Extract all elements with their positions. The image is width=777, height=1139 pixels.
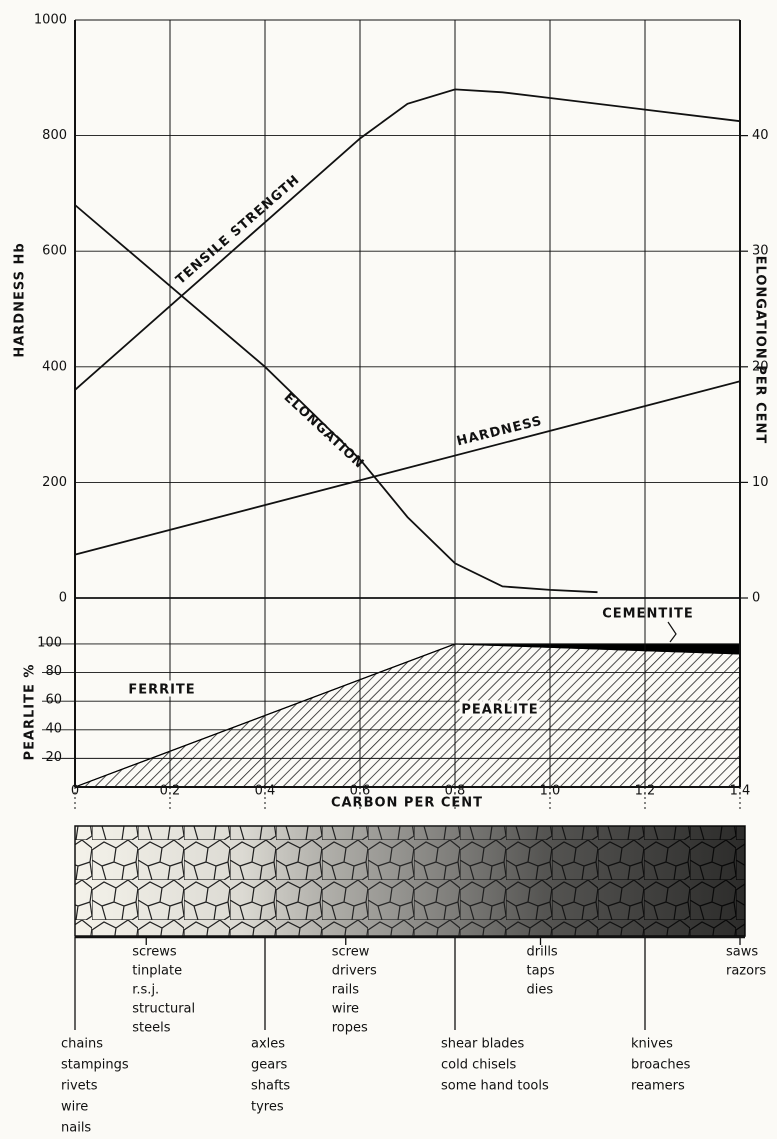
use-text: axles <box>251 1037 285 1052</box>
area-label: CEMENTITE <box>602 607 694 622</box>
y-tick-label: 40 <box>45 721 62 736</box>
use-text: ropes <box>332 1021 368 1036</box>
y-tick-label: 0 <box>59 591 67 606</box>
use-text: drivers <box>332 964 377 979</box>
use-text: rivets <box>61 1079 98 1094</box>
y2-tick-label: 20 <box>752 359 769 374</box>
use-text: rails <box>332 983 360 998</box>
use-text: knives <box>631 1037 673 1052</box>
series-line <box>75 89 740 390</box>
use-text: gears <box>251 1058 288 1073</box>
use-text: steels <box>132 1021 170 1036</box>
y2-tick-label: 10 <box>752 475 769 490</box>
use-text: screws <box>132 945 177 960</box>
y-axis-title: PEARLITE % <box>23 664 38 761</box>
x-tick-label: 0.4 <box>255 784 276 799</box>
use-text: shear blades <box>441 1037 525 1052</box>
y-tick-label: 800 <box>42 128 67 143</box>
leader-line <box>668 622 676 642</box>
annotation: FERRITE <box>128 683 195 698</box>
x-tick-label: 1.4 <box>730 784 751 799</box>
use-text: nails <box>61 1121 91 1136</box>
y-tick-label: 200 <box>42 475 67 490</box>
x-tick-label: 0.6 <box>350 784 371 799</box>
x-tick-label: 0.2 <box>160 784 181 799</box>
area <box>75 644 740 787</box>
use-text: reamers <box>631 1079 685 1094</box>
y-tick-label: 80 <box>45 664 62 679</box>
y-tick-label: 60 <box>45 693 62 708</box>
use-text: r.s.j. <box>132 983 159 998</box>
use-text: stampings <box>61 1058 129 1073</box>
use-text: chains <box>61 1037 103 1052</box>
use-text: saws <box>726 945 758 960</box>
y-tick-label: 600 <box>42 244 67 259</box>
line-label: ELONGATION <box>281 390 367 472</box>
use-text: razors <box>726 964 766 979</box>
use-text: tinplate <box>132 964 182 979</box>
use-text: drills <box>527 945 558 960</box>
y-tick-label: 100 <box>37 635 62 650</box>
use-text: structural <box>132 1002 195 1017</box>
y2-tick-label: 0 <box>752 591 760 606</box>
use-text: dies <box>527 983 554 998</box>
y-tick-label: 1000 <box>34 13 67 28</box>
y-tick-label: 400 <box>42 359 67 374</box>
y-axis-title: HARDNESS Hb <box>13 242 28 357</box>
x-tick-label: 0.8 <box>445 784 466 799</box>
y2-axis-title: ELONGATION PER CENT <box>753 256 768 445</box>
use-text: broaches <box>631 1058 691 1073</box>
x-tick-label: 1.0 <box>540 784 561 799</box>
use-text: tyres <box>251 1100 284 1115</box>
use-text: wire <box>61 1100 88 1115</box>
use-text: wire <box>332 1002 359 1017</box>
microstructure-strip <box>75 826 745 937</box>
y2-tick-label: 40 <box>752 128 769 143</box>
use-text: taps <box>527 964 555 979</box>
area-label: PEARLITE <box>461 703 538 718</box>
use-text: some hand tools <box>441 1079 549 1094</box>
y2-tick-label: 30 <box>752 244 769 259</box>
line-label: TENSILE STRENGTH <box>173 172 303 287</box>
y-tick-label: 20 <box>45 750 62 765</box>
series-line <box>75 381 740 554</box>
figure: HARDNESS Hb ELONGATION PER CENT PEARLITE… <box>0 0 777 1139</box>
x-tick-label: 1.2 <box>635 784 656 799</box>
use-text: cold chisels <box>441 1058 516 1073</box>
use-text: shafts <box>251 1079 290 1094</box>
use-text: screw <box>332 945 370 960</box>
x-tick-label: 0 <box>71 784 79 799</box>
